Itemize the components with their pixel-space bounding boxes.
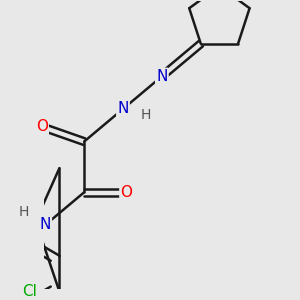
Text: O: O [120,185,132,200]
Text: N: N [40,218,51,232]
Text: H: H [141,108,152,122]
Text: Cl: Cl [22,284,37,299]
Text: N: N [156,69,168,84]
Text: H: H [19,205,29,219]
Text: N: N [117,101,129,116]
Text: O: O [36,119,48,134]
